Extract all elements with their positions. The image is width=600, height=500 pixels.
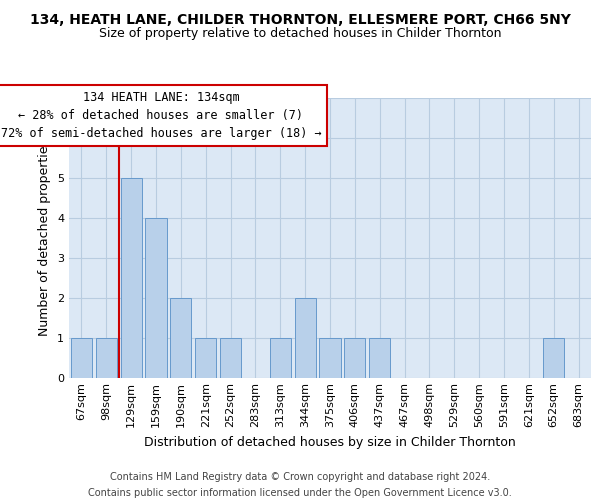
Bar xyxy=(543,338,564,378)
Bar xyxy=(319,338,341,378)
X-axis label: Distribution of detached houses by size in Childer Thornton: Distribution of detached houses by size … xyxy=(144,436,516,449)
Bar xyxy=(170,298,191,378)
Text: 134 HEATH LANE: 134sqm
← 28% of detached houses are smaller (7)
72% of semi-deta: 134 HEATH LANE: 134sqm ← 28% of detached… xyxy=(1,91,321,140)
Bar xyxy=(96,338,117,378)
Text: Size of property relative to detached houses in Childer Thornton: Size of property relative to detached ho… xyxy=(99,28,501,40)
Text: Contains HM Land Registry data © Crown copyright and database right 2024.: Contains HM Land Registry data © Crown c… xyxy=(110,472,490,482)
Text: 134, HEATH LANE, CHILDER THORNTON, ELLESMERE PORT, CH66 5NY: 134, HEATH LANE, CHILDER THORNTON, ELLES… xyxy=(29,12,571,26)
Bar xyxy=(344,338,365,378)
Bar xyxy=(71,338,92,378)
Bar xyxy=(369,338,390,378)
Y-axis label: Number of detached properties: Number of detached properties xyxy=(38,139,52,336)
Bar xyxy=(270,338,291,378)
Bar xyxy=(220,338,241,378)
Bar xyxy=(195,338,216,378)
Text: Contains public sector information licensed under the Open Government Licence v3: Contains public sector information licen… xyxy=(88,488,512,498)
Bar xyxy=(295,298,316,378)
Bar xyxy=(121,178,142,378)
Bar xyxy=(145,218,167,378)
